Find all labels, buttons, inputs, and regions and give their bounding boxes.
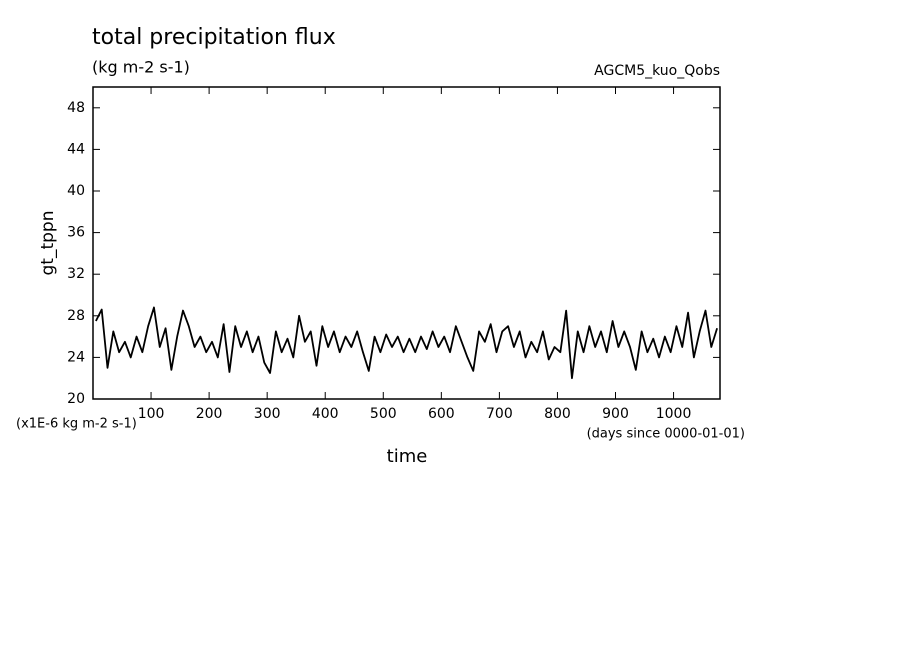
y-tick-label: 20 [67,391,85,407]
x-tick-label: 800 [544,406,571,422]
annotation: AGCM5_kuo_Qobs [594,63,720,79]
data-line [95,306,718,380]
y-tick-label: 44 [67,141,85,157]
x-tick-label: 400 [312,406,339,422]
y-tick-label: 40 [67,183,85,199]
y-tick-label: 24 [67,349,85,365]
x-axis-label: time [387,446,428,467]
y-axis-label: gt_tppn [38,211,58,276]
x-tick-label: 1000 [656,406,692,422]
x-tick-label: 600 [428,406,455,422]
x-tick-label: 200 [196,406,223,422]
chart-title: total precipitation flux [92,25,336,50]
plot-frame [92,86,721,400]
x-tick-label: 700 [486,406,513,422]
y-tick-label: 48 [67,100,85,116]
chart-subtitle: (kg m-2 s-1) [92,58,190,77]
y-tick-label: 32 [67,266,85,282]
x-unit-note: (days since 0000-01-01) [587,427,745,442]
y-tick-label: 28 [67,308,85,324]
x-tick-label: 100 [138,406,165,422]
y-unit-note: (x1E-6 kg m-2 s-1) [16,417,137,432]
x-tick-label: 900 [602,406,629,422]
y-tick-label: 36 [67,225,85,241]
x-tick-label: 300 [254,406,281,422]
x-tick-label: 500 [370,406,397,422]
